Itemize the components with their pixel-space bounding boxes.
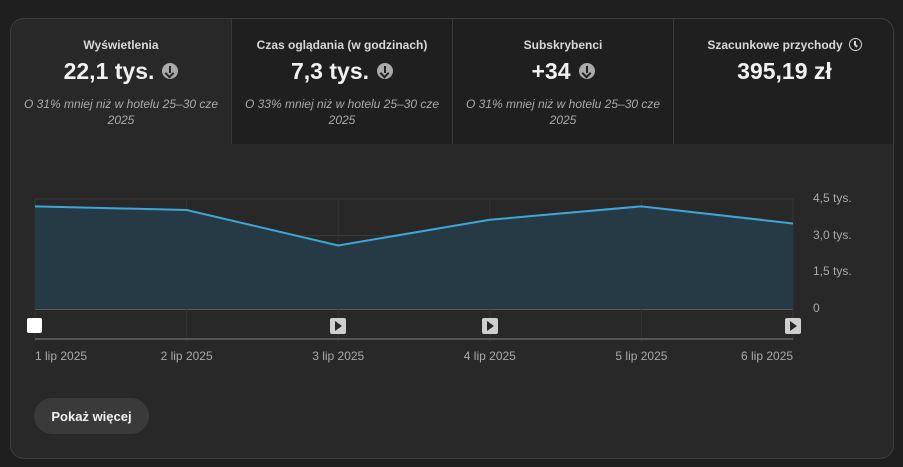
tab-subscribers-title: Subskrybenci: [523, 37, 603, 52]
data-point[interactable]: [635, 200, 647, 212]
tab-views-value-text: 22,1 tys.: [63, 57, 155, 84]
play-marker-icon[interactable]: [330, 318, 347, 334]
series-line: [34, 205, 794, 247]
play-marker-icon[interactable]: [785, 318, 801, 334]
arrow-down-circle-icon: [377, 63, 393, 79]
x-tick-label: 3 lip 2025: [312, 349, 365, 363]
tab-revenue-title-text: Szacunkowe przychody: [707, 37, 843, 52]
tab-watch-time-value: 7,3 tys.: [232, 56, 452, 86]
tab-views-value: 22,1 tys.: [11, 56, 231, 86]
tab-subscribers-comparison: O 31% mniej niż w hotelu 25–30 cze 2025: [465, 97, 661, 127]
y-tick-label: 1,5 tys.: [813, 264, 852, 279]
analytics-card: Wyświetlenia 22,1 tys. O 31% mniej niż w…: [10, 18, 894, 459]
tab-watch-time-comparison: O 33% mniej niż w hotelu 25–30 cze 2025: [244, 97, 440, 127]
show-more-button[interactable]: Pokaż więcej: [34, 398, 149, 434]
metric-tabs: Wyświetlenia 22,1 tys. O 31% mniej niż w…: [11, 19, 893, 144]
chart-svg: [29, 198, 799, 342]
y-tick-label: 4,5 tys.: [813, 191, 852, 205]
y-tick-label: 0: [813, 301, 820, 315]
y-tick-label: 3,0 tys.: [813, 227, 852, 242]
start-marker-icon[interactable]: [27, 318, 42, 333]
data-point[interactable]: [787, 217, 799, 229]
tab-revenue-title: Szacunkowe przychody: [674, 37, 893, 52]
tab-subscribers-value: +34: [453, 56, 673, 86]
play-marker-icon[interactable]: [481, 318, 498, 334]
tab-watch-time-title: Czas oglądania (w godzinach): [256, 37, 428, 52]
tab-watch-time[interactable]: Czas oglądania (w godzinach) 7,3 tys. O …: [232, 19, 453, 144]
data-point[interactable]: [332, 239, 344, 251]
data-point[interactable]: [181, 204, 193, 216]
tab-views-title: Wyświetlenia: [83, 37, 159, 52]
x-tick-label: 4 lip 2025: [463, 349, 516, 363]
tab-views[interactable]: Wyświetlenia 22,1 tys. O 31% mniej niż w…: [11, 19, 232, 144]
views-chart: 0 1,5 tys. 3,0 tys. 4,5 tys. 1 lip 2025 2 lip…: [11, 144, 893, 389]
arrow-down-circle-icon: [578, 63, 595, 79]
x-tick-label: 1 lip 2025: [35, 349, 88, 363]
tab-revenue-value: 395,19 zł: [737, 57, 832, 84]
x-tick-label: 2 lip 2025: [160, 349, 213, 363]
series-area: [35, 206, 793, 309]
clock-icon[interactable]: [848, 38, 862, 51]
data-point[interactable]: [484, 214, 496, 226]
tab-watch-time-value-text: 7,3 tys.: [291, 57, 369, 84]
x-tick-label: 5 lip 2025: [615, 349, 668, 363]
tab-revenue[interactable]: Szacunkowe przychody 395,19 zł: [674, 19, 893, 144]
tab-subscribers[interactable]: Subskrybenci +34 O 31% mniej niż w hotel…: [453, 19, 674, 144]
data-point[interactable]: [29, 200, 41, 212]
x-tick-label: 6 lip 2025: [741, 349, 794, 363]
arrow-down-circle-icon: [162, 63, 179, 79]
tab-subscribers-value-text: +34: [531, 57, 571, 84]
tab-views-comparison: O 31% mniej niż w hotelu 25–30 cze 2025: [23, 97, 219, 127]
